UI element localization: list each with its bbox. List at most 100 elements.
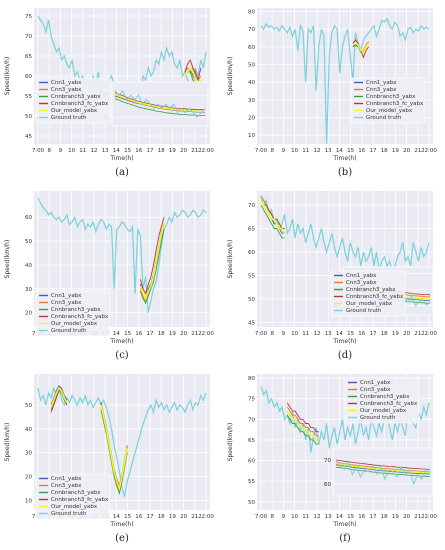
chart-svg: 20304050607:0089101112131415161718192021… bbox=[4, 191, 214, 345]
x-tick-label: 21 bbox=[414, 514, 421, 520]
x-tick-label: 15 bbox=[347, 148, 354, 154]
x-tick-label: 11 bbox=[302, 514, 309, 520]
x-axis-label: Time(h) bbox=[109, 521, 133, 528]
x-tick-label: 9 bbox=[59, 148, 63, 154]
x-tick-label: 19 bbox=[392, 331, 399, 337]
series-cnnbranch3-yabx-line bbox=[286, 414, 319, 445]
x-tick-label: 12 bbox=[91, 148, 98, 154]
y-tick-label: 65 bbox=[248, 227, 255, 233]
y-tick-label: 75 bbox=[248, 397, 255, 403]
x-tick-label: 22:00 bbox=[421, 331, 437, 337]
x-tick-label: 20 bbox=[180, 514, 187, 520]
x-tick-label: 20 bbox=[403, 148, 410, 154]
x-tick-label: 18 bbox=[158, 331, 165, 337]
legend-box bbox=[344, 377, 420, 424]
y-tick-label: 20 bbox=[248, 116, 255, 122]
legend-entry: Cnnbranch3_yabx bbox=[51, 307, 101, 313]
y-tick-label: 50 bbox=[248, 500, 255, 506]
panel-label: (f) bbox=[339, 533, 351, 544]
series-cnnbranch3-yabx-line bbox=[260, 204, 285, 239]
x-tick-label: 18 bbox=[158, 514, 165, 520]
chart-panel: 50 55 60 65 70 75 80 7:00 8 9 10 11 12 13 14 15 16 17 18 19… bbox=[223, 366, 445, 549]
y-tick-label: 80 bbox=[248, 10, 255, 16]
inset-background bbox=[111, 81, 209, 127]
x-tick-label: 15 bbox=[124, 148, 131, 154]
x-tick-label: 16 bbox=[135, 148, 142, 154]
series-cnnbranch3-yabx-line bbox=[139, 229, 165, 305]
legend-entry: Cnn1_yabx bbox=[51, 476, 82, 482]
x-tick-label: 12 bbox=[314, 331, 321, 337]
x-tick-label: 18 bbox=[381, 331, 388, 337]
y-tick-label: 75 bbox=[25, 14, 32, 20]
y-tick-label: 45 bbox=[248, 320, 255, 326]
y-axis-label: Speed(km/h) bbox=[4, 423, 11, 462]
x-tick-label: 18 bbox=[381, 148, 388, 154]
x-tick-label: 13 bbox=[325, 331, 332, 337]
x-tick-label: 11 bbox=[302, 148, 309, 154]
y-tick-label: 80 bbox=[248, 376, 255, 382]
series-cnnbranch3-fc-yabx-line bbox=[184, 58, 202, 82]
x-tick-label: 20 bbox=[403, 514, 410, 520]
x-tick-label: 21 bbox=[191, 331, 198, 337]
series-cnnbranch3-fc-yabx-line bbox=[286, 402, 319, 433]
y-tick-label: 45 bbox=[25, 134, 32, 140]
x-tick-label: 7:00 bbox=[32, 148, 45, 154]
y-tick-label: 55 bbox=[25, 94, 32, 100]
legend-entry: Cnnbranch3_fc_yabx bbox=[346, 294, 404, 300]
y-tick-label: 20 bbox=[25, 475, 32, 481]
x-tick-label: 8 bbox=[270, 148, 274, 154]
series-our-model-yabx-line bbox=[139, 221, 165, 301]
inset-series-line bbox=[335, 459, 431, 470]
legend-entry: Ground truth bbox=[51, 328, 87, 334]
legend-entry: Cnn1_yabx bbox=[366, 80, 397, 86]
y-tick-label: 50 bbox=[25, 114, 32, 120]
series-our-model-yabx-line bbox=[260, 200, 286, 234]
panel-label: (d) bbox=[337, 350, 353, 361]
inset-tick-label: 70 bbox=[324, 458, 331, 464]
y-tick-label: 40 bbox=[25, 427, 32, 433]
y-tick-label: 60 bbox=[25, 74, 32, 80]
x-tick-label: 21 bbox=[191, 514, 198, 520]
legend-entry: Cnnbranch3_fc_yabx bbox=[360, 401, 418, 407]
x-tick-label: 19 bbox=[392, 514, 399, 520]
x-axis-label: Time(h) bbox=[332, 521, 356, 528]
panel-label: (c) bbox=[115, 350, 129, 361]
y-tick-label: 10 bbox=[248, 133, 255, 139]
legend-entry: Cnnbranch3_yabx bbox=[346, 287, 396, 293]
legend-entry: Cnnbranch3_yabx bbox=[366, 94, 416, 100]
y-tick-label: 60 bbox=[25, 215, 32, 221]
y-tick-label: 50 bbox=[248, 63, 255, 69]
y-tick-label: 70 bbox=[248, 27, 255, 33]
x-tick-label: 17 bbox=[147, 148, 154, 154]
x-tick-label: 20 bbox=[180, 331, 187, 337]
x-tick-label: 21 bbox=[414, 148, 421, 154]
x-tick-label: 8 bbox=[270, 514, 274, 520]
y-tick-label: 65 bbox=[248, 438, 255, 444]
x-tick-label: 17 bbox=[147, 331, 154, 337]
x-tick-label: 10 bbox=[291, 514, 298, 520]
x-tick-label: 22:00 bbox=[421, 514, 437, 520]
y-tick-label: 30 bbox=[25, 451, 32, 457]
y-axis-label: Speed(km/h) bbox=[4, 240, 11, 279]
legend-entry: Ground truth bbox=[51, 115, 87, 121]
series-cnnbranch3-yabx-line bbox=[100, 409, 128, 495]
x-tick-label: 15 bbox=[124, 331, 131, 337]
y-tick-label: 50 bbox=[25, 239, 32, 245]
x-tick-label: 11 bbox=[302, 331, 309, 337]
y-tick-label: 60 bbox=[248, 45, 255, 51]
x-tick-label: 19 bbox=[169, 514, 176, 520]
y-tick-label: 30 bbox=[248, 98, 255, 104]
x-tick-label: 12 bbox=[314, 514, 321, 520]
panel-label: (b) bbox=[337, 167, 353, 178]
y-tick-label: 30 bbox=[25, 287, 32, 293]
x-tick-label: 10 bbox=[291, 148, 298, 154]
y-tick-label: 60 bbox=[248, 250, 255, 256]
legend-entry: Cnnbranch3_fc_yabx bbox=[51, 497, 109, 503]
legend-entry: Cnn3_yabx bbox=[346, 280, 377, 286]
legend-box bbox=[330, 270, 406, 317]
legend-box bbox=[35, 77, 111, 124]
legend-entry: Ground truth bbox=[360, 415, 396, 421]
legend-entry: Cnn3_yabx bbox=[366, 87, 397, 93]
y-tick-label: 55 bbox=[248, 273, 255, 279]
x-axis-label: Time(h) bbox=[109, 155, 133, 162]
